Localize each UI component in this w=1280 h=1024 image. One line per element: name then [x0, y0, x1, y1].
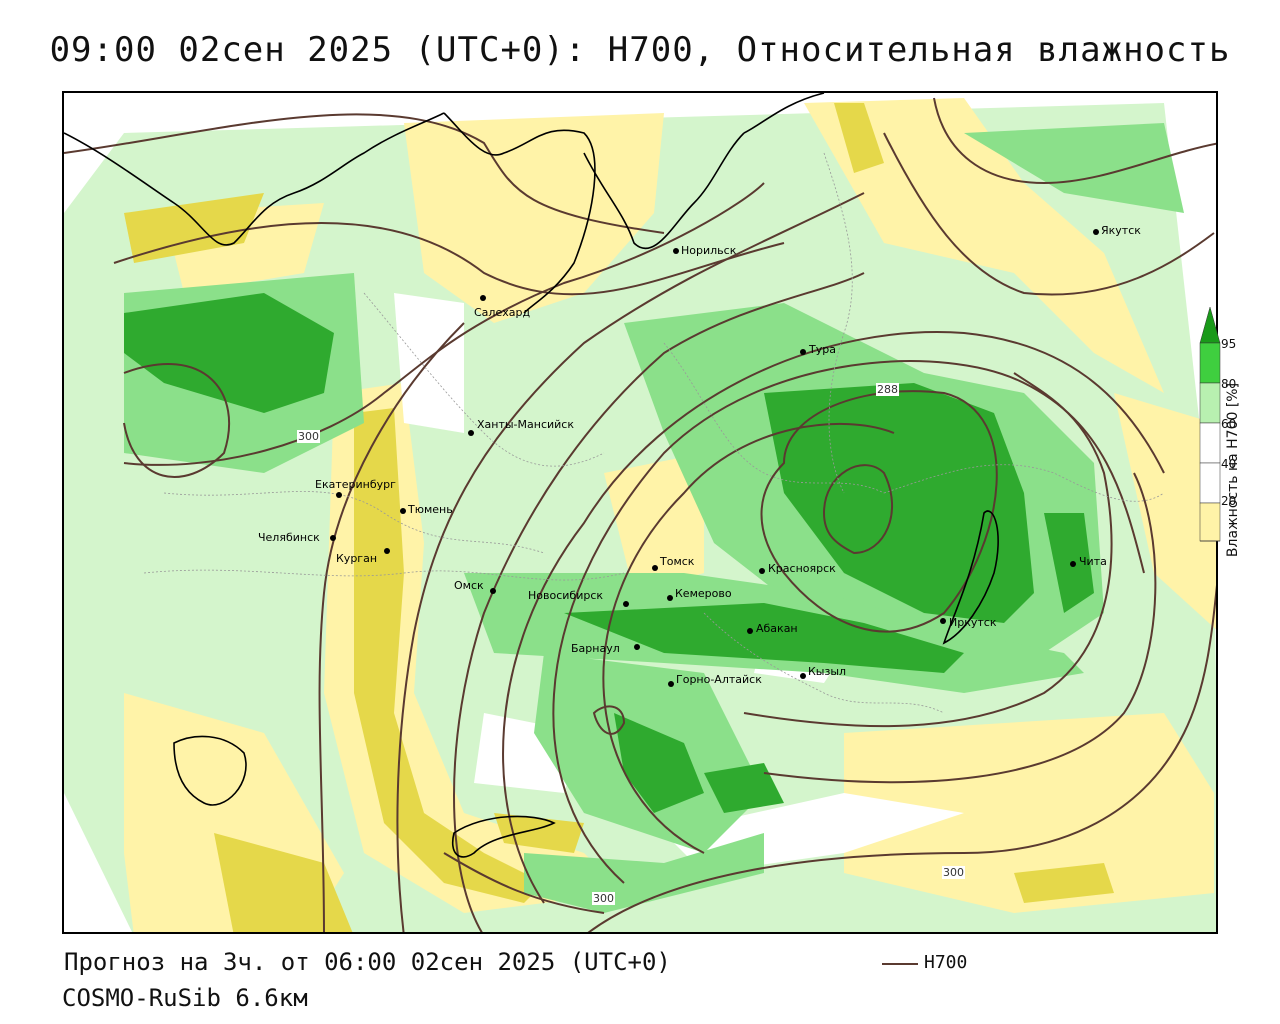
city-marker	[400, 508, 406, 514]
city-label: Омск	[454, 579, 484, 592]
city-marker	[667, 595, 673, 601]
city-marker	[490, 588, 496, 594]
colorbar-tick: 95	[1221, 337, 1237, 351]
coastlines	[64, 93, 999, 858]
forecast-info: Прогноз на 3ч. от 06:00 02сен 2025 (UTC+…	[64, 948, 671, 976]
city-marker	[330, 535, 336, 541]
city-marker	[1070, 561, 1076, 567]
city-label: Челябинск	[258, 531, 320, 544]
city-marker	[940, 618, 946, 624]
colorbar-tick: 60	[1221, 417, 1237, 431]
colorbar-tick: 40	[1221, 457, 1237, 471]
city-label: Иркутск	[949, 616, 997, 629]
city-label: Тюмень	[408, 503, 453, 516]
map-panel: 300 288 300 300 Норильск Якутск Салехард…	[62, 91, 1218, 934]
h700-legend-label: H700	[924, 952, 968, 973]
city-label: Абакан	[756, 622, 798, 635]
contour-label: 300	[592, 892, 615, 905]
city-marker	[759, 568, 765, 574]
city-label: Кызыл	[808, 665, 847, 678]
city-marker	[384, 548, 390, 554]
city-label: Ханты-Мансийск	[477, 418, 574, 431]
model-name: COSMO-RuSib 6.6км	[62, 984, 308, 1012]
city-label: Чита	[1079, 555, 1107, 568]
city-marker	[336, 492, 342, 498]
city-marker	[800, 349, 806, 355]
city-label: Курган	[336, 552, 378, 565]
city-marker	[623, 601, 629, 607]
city-label: Томск	[660, 555, 695, 568]
humidity-field	[64, 93, 1216, 932]
colorbar-title: Влажность на H700 [%]	[1225, 382, 1241, 558]
city-label: Салехард	[474, 306, 531, 319]
map-title: 09:00 02сен 2025 (UTC+0): H700, Относите…	[49, 30, 1231, 70]
colorbar-scale	[1199, 306, 1221, 542]
city-marker	[668, 681, 674, 687]
humidity-colorbar: 95 80 60 40 20	[1199, 305, 1259, 605]
region-borders	[143, 152, 1165, 714]
city-marker	[634, 644, 640, 650]
city-label: Новосибирск	[528, 589, 604, 602]
city-label: Тура	[809, 343, 836, 356]
city-marker	[468, 430, 474, 436]
colorbar-tick: 20	[1221, 494, 1237, 508]
colorbar-tick: 80	[1221, 377, 1237, 391]
city-label: Якутск	[1101, 224, 1141, 237]
contour-label: 300	[942, 866, 965, 879]
city-marker	[652, 565, 658, 571]
saturated-areas	[124, 293, 1094, 813]
h700-contours	[64, 97, 1216, 932]
h700-legend-swatch	[882, 963, 918, 965]
city-label: Норильск	[681, 244, 737, 257]
contour-label: 288	[876, 383, 899, 396]
city-label: Екатеринбург	[315, 478, 396, 491]
city-marker	[480, 295, 486, 301]
city-label: Кемерово	[675, 587, 732, 600]
city-label: Барнаул	[571, 642, 620, 655]
city-label: Горно-Алтайск	[676, 673, 762, 686]
city-marker	[1093, 229, 1099, 235]
city-marker	[800, 673, 806, 679]
contour-label: 300	[297, 430, 320, 443]
city-label: Красноярск	[768, 562, 836, 575]
city-marker	[673, 248, 679, 254]
city-marker	[747, 628, 753, 634]
